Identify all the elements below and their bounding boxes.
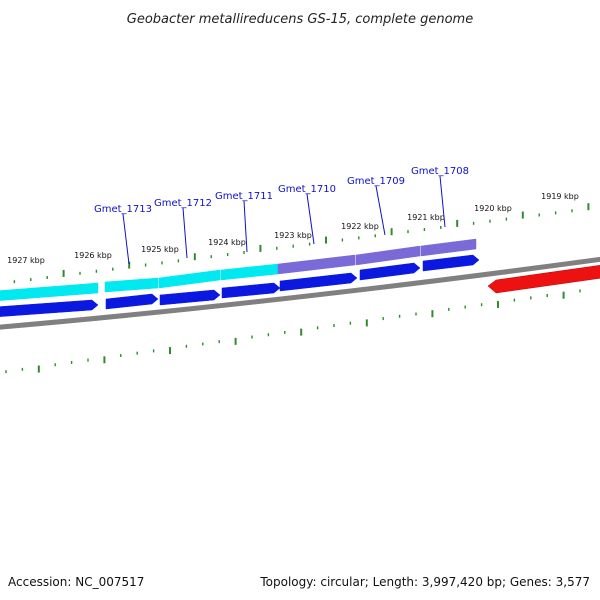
- gene-feature: [420, 238, 477, 257]
- gene-label: Gmet_1712: [154, 198, 212, 209]
- genome-title: Geobacter metallireducens GS-15, complet…: [127, 12, 473, 27]
- gene-label-leader: [182, 207, 188, 259]
- feature-track: [0, 238, 600, 330]
- cds-arrow: [0, 299, 99, 317]
- gene-label: Gmet_1710: [278, 184, 336, 195]
- cds-arrow: [279, 272, 358, 292]
- genome-backbone: [0, 256, 600, 330]
- gene-feature-red: [487, 265, 600, 294]
- gene-label-leader: [243, 200, 248, 253]
- scale-label: 1925 kbp: [141, 245, 179, 254]
- gene-label: Gmet_1709: [347, 176, 405, 187]
- cds-arrow: [359, 262, 421, 281]
- scale-label: 1921 kbp: [407, 213, 445, 222]
- gene-feature: [104, 277, 159, 293]
- gene-label-leader: [122, 213, 130, 265]
- scale-label: 1922 kbp: [341, 222, 379, 231]
- gene-label-leader: [439, 175, 446, 228]
- scale-label: 1919 kbp: [541, 192, 579, 201]
- gene-label: Gmet_1708: [411, 166, 469, 177]
- accession-label: Accession: NC_007517: [8, 575, 144, 589]
- gene-feature: [277, 254, 356, 275]
- gene-feature: [220, 263, 279, 281]
- scale-label: 1926 kbp: [74, 251, 112, 260]
- gene-feature: [355, 245, 421, 266]
- gene-label-leader: [375, 185, 386, 236]
- scale-label: 1927 kbp: [7, 256, 45, 265]
- scale-label: 1920 kbp: [474, 204, 512, 213]
- gene-feature: [158, 269, 221, 289]
- scale-label: 1924 kbp: [208, 238, 246, 247]
- gene-feature: [0, 282, 99, 301]
- cds-arrow: [221, 282, 281, 299]
- gene-label: Gmet_1711: [215, 191, 273, 202]
- scale-labels: 1927 kbp 1926 kbp 1925 kbp 1924 kbp 1923 kbp…: [7, 192, 579, 265]
- outer-scale-ticks: [13, 203, 590, 284]
- cds-arrow: [422, 254, 480, 272]
- gene-label-leader: [306, 193, 315, 245]
- inner-scale-ticks: [5, 289, 581, 374]
- cds-arrow: [105, 293, 159, 310]
- cds-arrow: [159, 289, 221, 306]
- scale-label: 1923 kbp: [274, 231, 312, 240]
- gene-label: Gmet_1713: [94, 204, 152, 215]
- genome-summary: Topology: circular; Length: 3,997,420 bp…: [259, 575, 590, 589]
